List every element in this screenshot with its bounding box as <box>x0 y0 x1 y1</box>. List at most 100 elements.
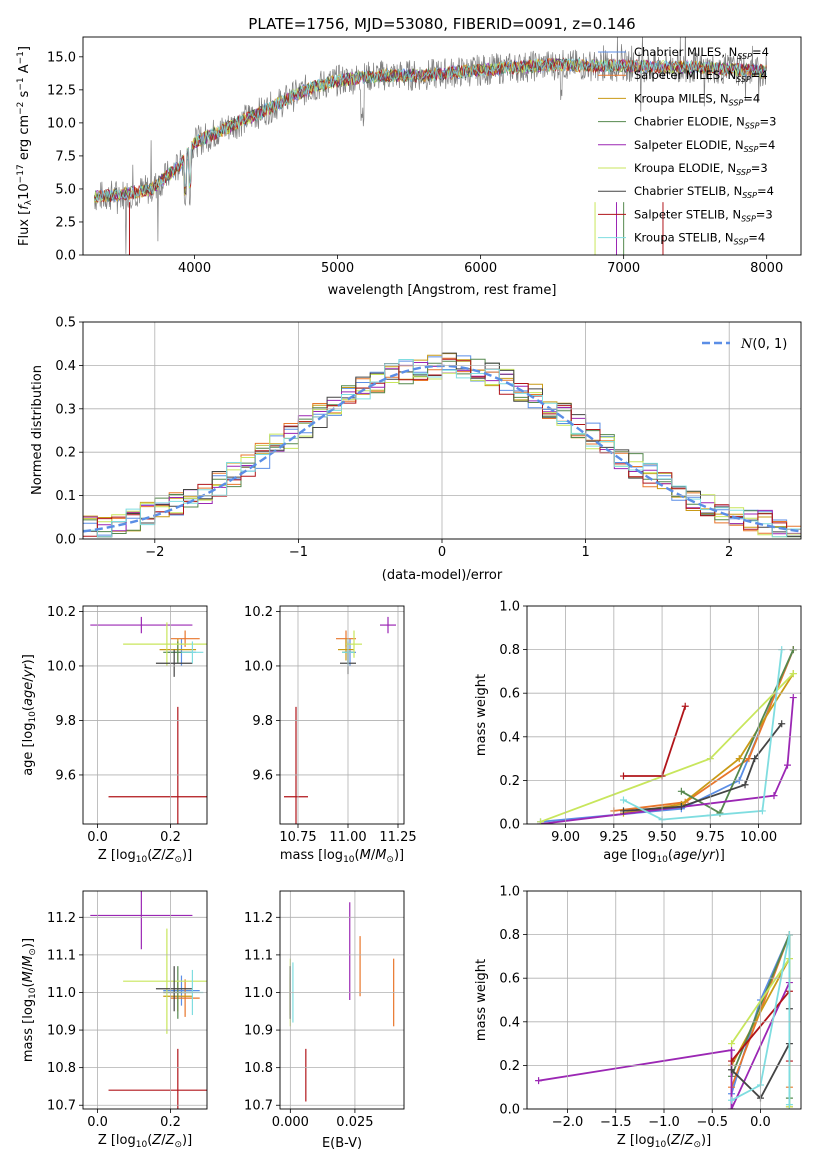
label-part: ( <box>666 1133 671 1148</box>
y-tick-label: 0.2 <box>499 1059 520 1074</box>
mass-weight-vs-age-panel: 9.00 9.25 9.50 9.75 10.00 0.0 0.2 0.4 0.6 0.8 1.0 a… <box>474 600 802 865</box>
legend-sub: SSP <box>741 214 756 223</box>
label-part: ⊙ <box>386 855 394 865</box>
x-axis-label: Z [log10(Z/Z⊙)] <box>98 1133 192 1150</box>
mass-vs-metallicity-panel: 0.0 0.210.710.810.911.011.111.2Z [log10(Z… <box>21 890 208 1150</box>
axes-frame <box>82 890 208 1110</box>
y-tick-label: 11.0 <box>244 986 273 1001</box>
label-part: −1 <box>16 51 26 64</box>
axes-frame <box>82 605 208 825</box>
legend-sub: SSP <box>737 52 752 61</box>
legend-suffix: =4 <box>743 91 760 105</box>
mass-weight-marker <box>677 787 685 795</box>
label-part: s <box>17 90 32 101</box>
y-tick-label: 11.1 <box>244 948 273 963</box>
plot-area <box>284 616 396 824</box>
label-part: / <box>21 677 36 682</box>
legend-suffix: =4 <box>748 231 765 245</box>
mass-weight-marker <box>619 796 627 804</box>
legend-entry: Chabrier ELODIE, NSSP=3 <box>634 115 776 131</box>
axes-frame <box>279 890 405 1110</box>
x-tick-label: 0.000 <box>272 1115 309 1130</box>
legend-sub: SSP <box>742 191 757 200</box>
mass-weight-marker <box>728 1096 736 1104</box>
label-part: λ <box>24 199 34 205</box>
label-part: Z <box>151 1133 162 1148</box>
label-part: 10 <box>343 855 355 865</box>
y-tick-label: 9.6 <box>55 768 76 783</box>
legend-sub: SSP <box>736 75 751 84</box>
x-tick-label: 10.75 <box>279 830 316 845</box>
x-tick-label: 1 <box>581 545 589 560</box>
label-part: −1 <box>16 77 26 90</box>
label-part: −17 <box>16 164 26 183</box>
legend-entry: Salpeter ELODIE, NSSP=4 <box>634 138 775 154</box>
y-tick-label: 0.3 <box>55 402 76 417</box>
y-tick-label: 1.0 <box>499 600 520 615</box>
legend-suffix: =3 <box>760 115 777 129</box>
plot-area <box>90 891 207 1109</box>
mass-weight-line <box>540 672 794 823</box>
label-part: M <box>21 956 36 967</box>
mass-weight-marker <box>789 694 797 702</box>
label-part: )] <box>715 848 725 863</box>
mass-weight-marker <box>741 781 749 789</box>
x-tick-label: −2.0 <box>552 1115 584 1130</box>
y-axis-label: Normed distribution <box>30 365 45 495</box>
label-part: )] <box>182 1133 192 1148</box>
label-part: Z <box>165 1133 176 1148</box>
label-part: age [log <box>21 723 36 776</box>
label-part: age <box>21 682 36 706</box>
legend-entry: Chabrier STELIB, NSSP=4 <box>634 184 774 200</box>
x-tick-label: 11.25 <box>379 830 416 845</box>
y-tick-label: 11.2 <box>244 911 273 926</box>
x-axis-label: age [log10(age/yr)] <box>603 848 725 865</box>
y-tick-label: 0.0 <box>55 533 76 548</box>
x-tick-label: 9.50 <box>648 830 677 845</box>
legend-entry: Kroupa MILES, NSSP=4 <box>634 91 760 107</box>
legend-suffix: =3 <box>756 207 773 221</box>
label-part: Z [log <box>617 1133 655 1148</box>
y-tick-label: 0.8 <box>499 643 520 658</box>
mass-weight-marker <box>728 1040 736 1048</box>
mass-weight-marker <box>758 807 766 815</box>
label-part: ] <box>17 46 32 51</box>
y-tick-label: 10.0 <box>47 116 76 131</box>
x-tick-label: 2 <box>725 545 733 560</box>
label-part: 10 <box>136 1140 148 1150</box>
mass-weight-marker <box>537 818 545 824</box>
label-part: age [log <box>603 848 656 863</box>
y-tick-label: 0.1 <box>55 489 76 504</box>
legend-suffix: =4 <box>751 68 768 82</box>
legend-sub: SSP <box>734 238 749 247</box>
legend-text: Kroupa STELIB, N <box>634 231 734 245</box>
x-tick-label: 0.2 <box>160 830 181 845</box>
label-part: erg cm <box>17 115 32 164</box>
y-tick-label: 12.5 <box>47 83 76 98</box>
x-tick-label: 5000 <box>321 261 354 276</box>
y-tick-label: 1.0 <box>499 885 520 900</box>
x-tick-label: −1.5 <box>600 1115 632 1130</box>
label-part: f <box>17 203 32 210</box>
x-axis-label: (data-model)/error <box>382 568 503 583</box>
axes-frame <box>526 605 802 825</box>
y-tick-label: 10.0 <box>244 659 273 674</box>
mass-weight-marker <box>677 803 685 811</box>
y-tick-label: 10.0 <box>47 659 76 674</box>
axes-frame <box>82 36 802 256</box>
legend-entry: N(0, 1) <box>740 337 787 352</box>
y-tick-label: 0.4 <box>499 730 520 745</box>
x-axis-label: E(B-V) <box>322 1136 362 1151</box>
label-part: ( <box>355 848 360 863</box>
legend-entry: Salpeter MILES, NSSP=4 <box>634 68 768 84</box>
label-part: / <box>161 1133 166 1148</box>
y-tick-label: 10.2 <box>244 605 273 620</box>
label-part: M <box>21 971 36 982</box>
label-part: ( <box>21 706 36 711</box>
x-tick-label: 0.0 <box>750 1115 771 1130</box>
mass-weight-line <box>731 934 791 1105</box>
mass-weight-marker <box>716 809 724 817</box>
label-part: / <box>371 848 376 863</box>
